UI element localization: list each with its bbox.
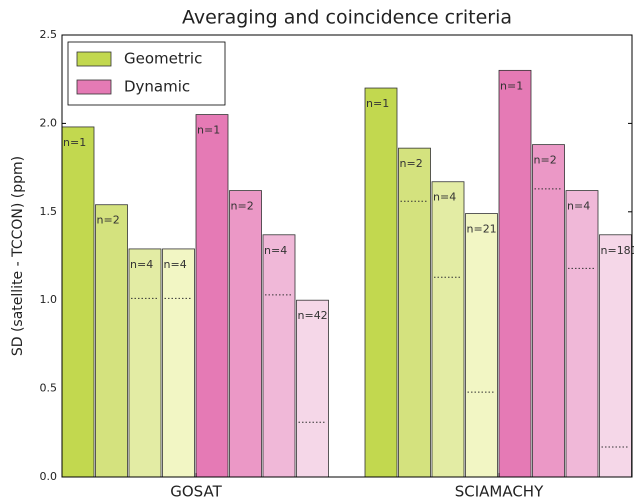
- value-label: n=2: [97, 214, 120, 227]
- y-tick-label: 2.5: [40, 28, 58, 41]
- bar: [296, 299, 329, 478]
- bar: [599, 234, 632, 478]
- value-label: n=4: [433, 191, 456, 204]
- y-tick-label: 0.0: [40, 470, 58, 483]
- value-label: n=1: [197, 124, 220, 137]
- legend-swatch: [76, 51, 112, 67]
- value-label: n=4: [264, 244, 287, 257]
- value-label: n=2: [534, 154, 557, 167]
- bar: [364, 87, 398, 478]
- value-label: n=1: [500, 79, 523, 92]
- bar: [465, 213, 498, 478]
- x-tick-label: SCIAMACHY: [455, 483, 544, 501]
- x-tick-label: GOSAT: [170, 483, 222, 501]
- plot-frame: [61, 34, 633, 478]
- legend-label: Dynamic: [124, 78, 190, 96]
- value-label: n=2: [231, 200, 254, 213]
- legend-label: Geometric: [124, 50, 202, 68]
- bar: [229, 190, 262, 478]
- chart-title: Averaging and coincidence criteria: [182, 7, 512, 29]
- bar: [262, 234, 296, 478]
- bar: [431, 181, 465, 478]
- bar: [565, 190, 599, 478]
- bar: [128, 248, 162, 478]
- y-axis-label: SD (satellite - TCCON) (ppm): [10, 156, 26, 356]
- value-label: n=1: [366, 97, 389, 110]
- value-label: n=1: [63, 136, 86, 149]
- value-label: n=4: [567, 200, 590, 213]
- value-label: n=42: [298, 309, 328, 322]
- bar: [61, 126, 95, 478]
- y-tick-label: 0.5: [40, 382, 58, 395]
- y-tick-label: 2.0: [40, 116, 58, 129]
- bar: [95, 204, 128, 478]
- bar: [532, 144, 565, 478]
- y-tick-label: 1.0: [40, 293, 58, 306]
- value-label: n=4: [130, 258, 153, 271]
- value-label: n=4: [164, 258, 187, 271]
- bar: [162, 248, 195, 478]
- legend-swatch: [76, 79, 112, 95]
- legend-box: [67, 41, 226, 106]
- y-tick-label: 1.5: [40, 205, 58, 218]
- bar: [195, 114, 229, 478]
- value-label: n=181: [601, 244, 634, 257]
- bar: [498, 69, 532, 478]
- value-label: n=21: [467, 223, 497, 236]
- value-label: n=2: [400, 157, 423, 170]
- bar: [398, 147, 431, 478]
